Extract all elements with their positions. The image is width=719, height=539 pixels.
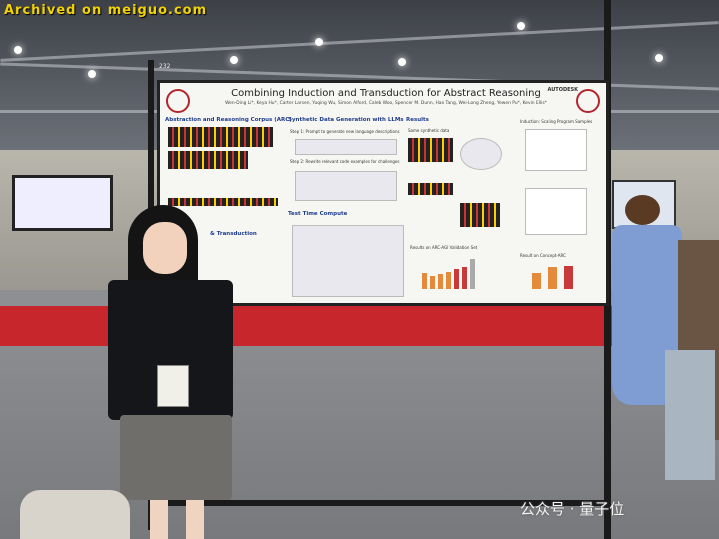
- chart-bar: [470, 259, 475, 289]
- watermark: Archived on meiguo.com: [4, 3, 208, 18]
- background-poster: [12, 175, 113, 231]
- name-badge: [157, 365, 189, 407]
- section-heading: Synthetic Data Generation with LLMs: [288, 117, 404, 123]
- poster: Combining Induction and Transduction for…: [157, 80, 609, 306]
- section-heading: Test Time Compute: [288, 211, 348, 217]
- lamp: [517, 22, 525, 30]
- chart-bar: [548, 267, 557, 289]
- chart-bar: [462, 267, 467, 289]
- diagram: [295, 139, 397, 155]
- line-chart: [525, 188, 587, 235]
- diagram: [292, 225, 404, 297]
- chart-bar: [438, 274, 443, 289]
- board-base: [148, 500, 608, 506]
- line-chart: [525, 129, 587, 171]
- bag: [20, 490, 130, 539]
- lamp: [88, 70, 96, 78]
- arc-examples: [168, 198, 278, 206]
- caption: Results on ARC-AGI Validation Set: [410, 245, 478, 250]
- result-grid: [408, 183, 453, 195]
- person-leg: [150, 500, 168, 539]
- chart-bar: [532, 273, 541, 289]
- caption: Induction: Scaling Program Samples: [520, 119, 593, 124]
- chart-bar: [430, 276, 435, 289]
- caption: Result on Concept-ARC: [520, 253, 566, 258]
- lamp: [398, 58, 406, 66]
- lamp: [655, 54, 663, 62]
- person-face: [143, 222, 187, 274]
- poster-authors: Wen-Ding Li*, Keya Hu*, Carter Larsen, Y…: [225, 101, 547, 106]
- person-skirt: [120, 415, 232, 500]
- bystander-hair: [625, 195, 660, 225]
- venn-diagram: [460, 138, 502, 170]
- watermark: 公众号 · 量子位: [520, 500, 625, 518]
- chart-bar: [564, 266, 573, 289]
- university-seal: [166, 89, 190, 113]
- bystander: [665, 350, 715, 480]
- lamp: [14, 46, 22, 54]
- result-grid: [408, 138, 453, 162]
- board-number: 232: [159, 63, 171, 70]
- section-heading: Abstraction and Reasoning Corpus (ARC): [165, 117, 292, 123]
- section-heading: Results: [406, 117, 429, 123]
- section-heading: & Transduction: [210, 231, 257, 237]
- university-seal: [576, 89, 600, 113]
- step-text: Step 2: Rewrite relevant code examples f…: [290, 159, 400, 164]
- person-leg: [186, 500, 204, 539]
- arc-examples: [168, 151, 248, 169]
- chart-bar: [454, 269, 459, 289]
- diagram: [295, 171, 397, 201]
- arc-examples: [168, 127, 273, 147]
- step-text: Step 1: Prompt to generate new language …: [290, 129, 400, 134]
- poster-title: Combining Induction and Transduction for…: [231, 88, 541, 99]
- sponsor-logo: AUTODESK: [547, 87, 578, 93]
- chart-bar: [446, 272, 451, 289]
- result-grid: [460, 203, 500, 227]
- caption: Same synthetic data: [408, 128, 450, 133]
- lamp: [230, 56, 238, 64]
- lamp: [315, 38, 323, 46]
- chart-bar: [422, 273, 427, 289]
